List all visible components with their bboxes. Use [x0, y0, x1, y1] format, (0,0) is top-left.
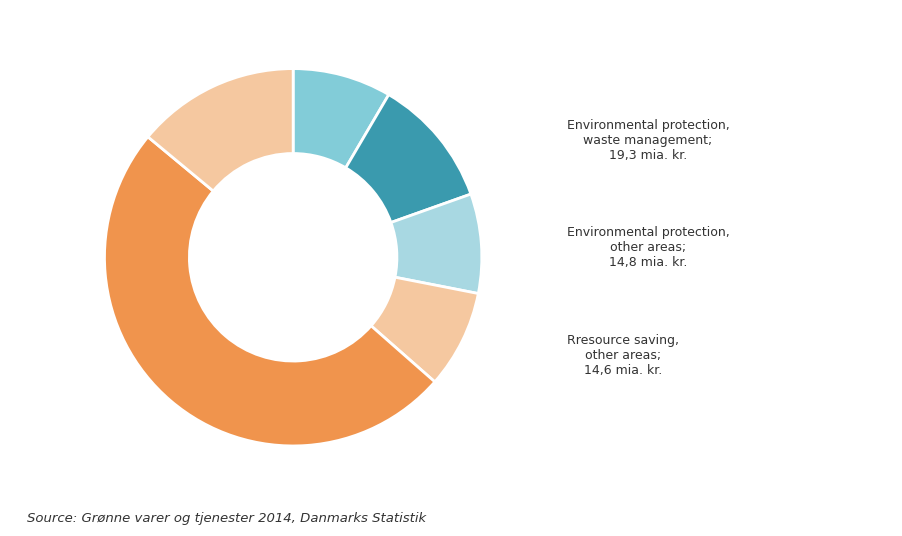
Wedge shape — [345, 95, 471, 222]
Wedge shape — [293, 69, 389, 168]
Text: Environmental protection,
other areas;
14,8 mia. kr.: Environmental protection, other areas; 1… — [566, 226, 730, 270]
Wedge shape — [148, 69, 293, 191]
Wedge shape — [105, 137, 435, 446]
Text: Source: Grønne varer og tjenester 2014, Danmarks Statistik: Source: Grønne varer og tjenester 2014, … — [27, 512, 426, 525]
Wedge shape — [371, 277, 478, 382]
Text: Environmental protection,
waste management;
19,3 mia. kr.: Environmental protection, waste manageme… — [566, 119, 730, 162]
Wedge shape — [391, 194, 482, 294]
Text: Rresource saving,
other areas;
14,6 mia. kr.: Rresource saving, other areas; 14,6 mia.… — [566, 334, 678, 377]
